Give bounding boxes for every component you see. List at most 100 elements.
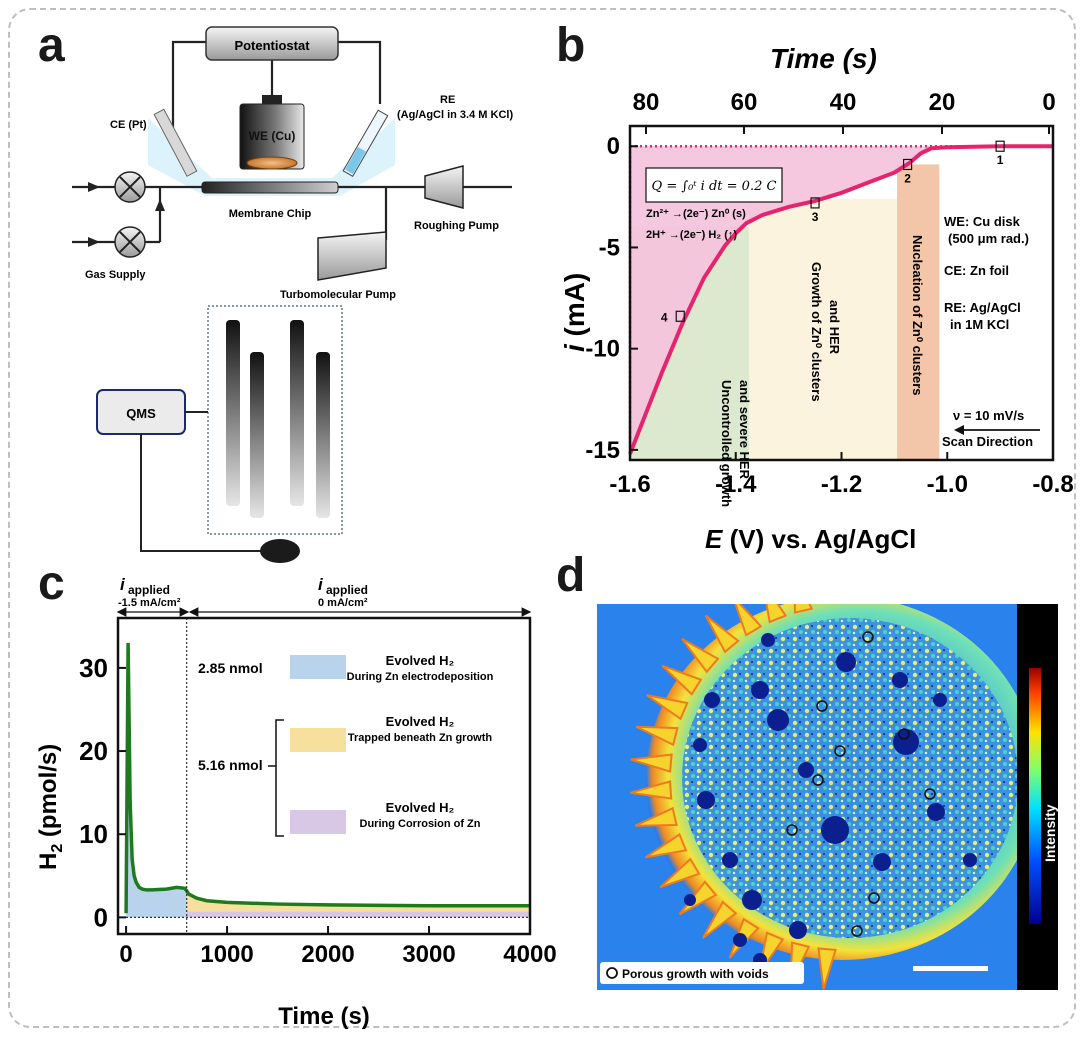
legend-d-text: Porous growth with voids bbox=[622, 967, 769, 981]
re-label-1: RE bbox=[440, 94, 455, 106]
region-2 bbox=[748, 198, 898, 460]
integral-box bbox=[645, 167, 783, 203]
h2-evolution-curve bbox=[124, 642, 530, 914]
roughing-pump-label: Roughing Pump bbox=[414, 220, 499, 232]
y-axis-title-b: i (mA) bbox=[559, 273, 590, 352]
legend-swatch-1 bbox=[290, 655, 346, 679]
panel-label-c: c bbox=[38, 557, 65, 610]
panel-label-d: d bbox=[556, 549, 586, 602]
legend-swatch-3 bbox=[290, 810, 346, 834]
top-tick-label: 20 bbox=[929, 89, 956, 116]
x-tick-label-b: -1.0 bbox=[927, 471, 968, 498]
x-tick-label-c: 3000 bbox=[402, 941, 455, 968]
y-tick-label-c: 30 bbox=[79, 653, 108, 683]
colorbar bbox=[1029, 668, 1041, 924]
x-tick-label-c: 4000 bbox=[503, 941, 556, 968]
legend-line-2: (500 μm rad.) bbox=[948, 231, 1029, 246]
legend-line-3: CE: Zn foil bbox=[944, 263, 1009, 278]
integral-text: Q = ∫₀ᵗ i dt = 0.2 C bbox=[652, 179, 777, 194]
y-tick-label-c: 10 bbox=[79, 819, 108, 849]
x-tick-label-c: 1000 bbox=[200, 941, 253, 968]
legend-title-1: Evolved H₂ bbox=[386, 653, 455, 668]
applied-1-i: i bbox=[120, 575, 126, 594]
legend-line-1: WE: Cu disk bbox=[944, 214, 1021, 229]
legend-sub-2: Trapped beneath Zn growth bbox=[348, 732, 493, 744]
marker-label: 2 bbox=[904, 171, 911, 185]
legend-sub-3: During Corrosion of Zn bbox=[360, 818, 481, 830]
legend-d bbox=[600, 962, 804, 984]
x-tick-label-b: -0.8 bbox=[1032, 471, 1073, 498]
scan-direction: Scan Direction bbox=[942, 434, 1033, 449]
x-tick-label-b: -1.4 bbox=[715, 471, 757, 498]
y-tick-label-c: 20 bbox=[79, 736, 108, 766]
legend-swatch-2 bbox=[290, 728, 346, 752]
x-axis-title-b: E (V) vs. Ag/AgCl bbox=[705, 524, 916, 554]
figure-frame bbox=[8, 8, 1076, 1028]
qms-label: QMS bbox=[126, 406, 156, 421]
legend-title-2: Evolved H₂ bbox=[386, 714, 455, 729]
nmol-1: 2.85 nmol bbox=[198, 660, 263, 676]
membrane-label: Membrane Chip bbox=[229, 208, 312, 220]
y-axis-title-c: H2 (pmol/s) bbox=[35, 744, 66, 870]
top-tick-label: 60 bbox=[731, 89, 758, 116]
x-tick-label-b: -1.2 bbox=[821, 471, 862, 498]
top-tick-label: 80 bbox=[633, 89, 660, 116]
x-axis-title-c: Time (s) bbox=[278, 1003, 370, 1030]
x-tick-label-c: 2000 bbox=[301, 941, 354, 968]
marker-point bbox=[675, 310, 685, 322]
applied-2-value: 0 mA/cm² bbox=[318, 597, 368, 609]
y-tick-label-b: -15 bbox=[585, 437, 620, 464]
x-tick-label-b: -1.6 bbox=[609, 471, 650, 498]
ce-label: CE (Pt) bbox=[110, 119, 147, 131]
panel-b-chart: -1.6 -1.4 -1.2 -1.0 -0.8 80 60 40 20 0 0 -5 -10 -15 1… bbox=[559, 43, 1074, 554]
we-label: WE (Cu) bbox=[249, 129, 296, 143]
gas-supply-label: Gas Supply bbox=[85, 269, 146, 281]
y-tick-label-c: 0 bbox=[94, 902, 108, 932]
panel-a-schematic: Potentiostat CE (Pt) RE (Ag/AgCl in 3.4 … bbox=[72, 26, 513, 563]
scale-bar bbox=[913, 966, 988, 971]
re-label-2: (Ag/AgCl in 3.4 M KCl) bbox=[397, 109, 513, 121]
reaction-1: Zn²⁺ →(2e⁻) Zn⁰ (s) bbox=[646, 208, 746, 220]
membrane-chip bbox=[201, 181, 339, 194]
top-tick-label: 0 bbox=[1042, 89, 1055, 116]
panel-label-a: a bbox=[38, 19, 65, 72]
applied-2-i: i bbox=[318, 575, 324, 594]
applied-1-value: -1.5 mA/cm² bbox=[118, 597, 181, 609]
potentiostat-label: Potentiostat bbox=[234, 38, 310, 53]
area-electrodeposition bbox=[126, 642, 187, 918]
legend-line-5: in 1M KCl bbox=[950, 317, 1009, 332]
top-tick-label: 40 bbox=[830, 89, 857, 116]
marker-label: 1 bbox=[997, 153, 1004, 167]
ce-electrode bbox=[153, 108, 198, 177]
region-label-1a: Uncontrolled growth bbox=[719, 380, 734, 507]
panel-label-b: b bbox=[556, 19, 586, 72]
marker-label: 3 bbox=[812, 210, 819, 224]
applied-2-sub: applied bbox=[326, 583, 368, 597]
pump-ellipse bbox=[260, 539, 300, 563]
potentiostat-box bbox=[205, 26, 339, 61]
applied-1-sub: applied bbox=[128, 583, 170, 597]
region-label-2b: and HER bbox=[827, 300, 842, 355]
plot-frame-c bbox=[116, 616, 532, 936]
x-tick-label-c: 0 bbox=[119, 941, 132, 968]
marker-point bbox=[810, 197, 820, 209]
electrode-rods bbox=[226, 320, 330, 518]
reaction-2: 2H⁺ →(2e⁻) H₂ (↑) bbox=[646, 229, 737, 241]
legend-title-3: Evolved H₂ bbox=[386, 800, 455, 815]
roughing-pump bbox=[424, 165, 464, 209]
top-axis-title: Time (s) bbox=[770, 43, 877, 74]
legend-line-4: RE: Ag/AgCl bbox=[944, 300, 1021, 315]
legend-sub-1: During Zn electrodeposition bbox=[347, 671, 494, 683]
y-tick-label-b: -5 bbox=[599, 234, 620, 261]
region-label-2a: Growth of Zn⁰ clusters bbox=[809, 262, 824, 402]
region-3 bbox=[897, 164, 940, 460]
y-tick-label-b: -10 bbox=[585, 336, 620, 363]
marker-label: 4 bbox=[661, 310, 668, 324]
scan-rate: ν = 10 mV/s bbox=[953, 408, 1024, 423]
turbo-pump-label: Turbomolecular Pump bbox=[280, 289, 396, 301]
area-corrosion bbox=[186, 911, 530, 918]
cv-curve bbox=[628, 144, 1053, 455]
charge-fill-area bbox=[630, 146, 1053, 454]
